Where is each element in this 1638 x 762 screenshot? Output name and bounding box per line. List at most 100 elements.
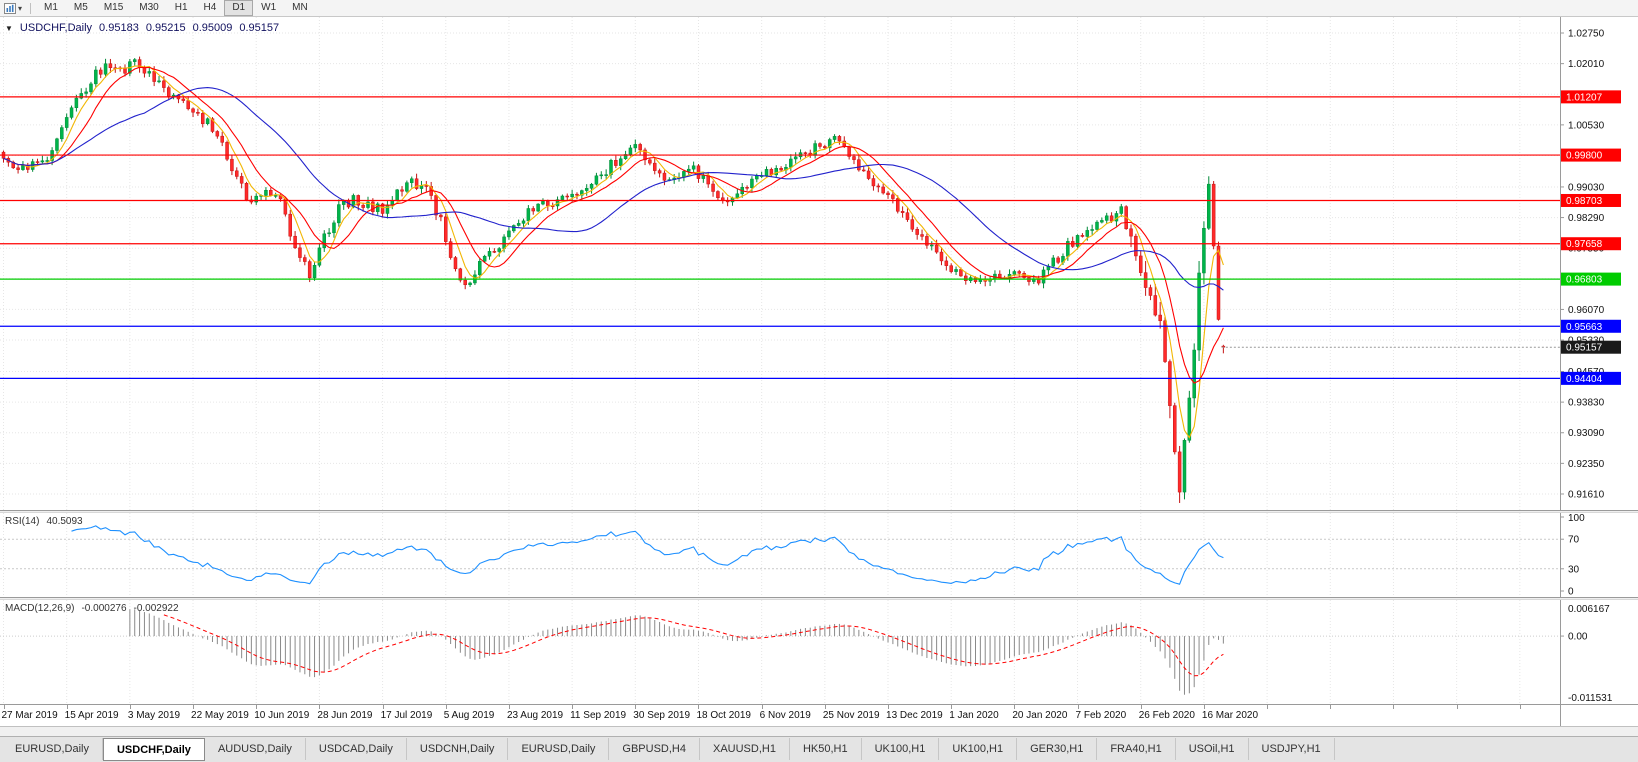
ohlc-open: 0.95183 — [99, 22, 139, 34]
rsi-line — [71, 525, 1224, 585]
rsi-axis-label: 100 — [1568, 513, 1585, 524]
x-axis-tick — [888, 705, 890, 709]
rsi-label: RSI(14) 40.5093 — [5, 516, 83, 527]
x-axis-tick — [66, 705, 68, 709]
chart-tab-usdjpy-h1[interactable]: USDJPY,H1 — [1248, 738, 1335, 760]
chart-tab-xauusd-h1[interactable]: XAUUSD,H1 — [699, 738, 790, 760]
x-axis-label: 11 Sep 2019 — [570, 710, 627, 721]
x-axis-tick — [761, 705, 763, 709]
chart-tab-uk100-h1[interactable]: UK100,H1 — [939, 738, 1018, 760]
x-axis-label: 15 Apr 2019 — [64, 710, 119, 721]
x-axis-label: 7 Feb 2020 — [1075, 710, 1127, 721]
price-badge — [1561, 148, 1621, 162]
price-badge — [1561, 272, 1621, 286]
x-axis-tick — [951, 705, 953, 709]
x-axis-tick — [1014, 705, 1016, 709]
price-badge — [1561, 319, 1621, 333]
timeframe-button-m1[interactable]: M1 — [44, 2, 58, 13]
x-axis-label: 28 Jun 2019 — [317, 710, 373, 721]
macd-panel: 0.006167 0.00 -0.011531 MACD(12,26,9) -0.0… — [0, 600, 1638, 704]
timeframe-button-h1[interactable]: H1 — [174, 2, 188, 13]
chart-tab-usdcnh-daily[interactable]: USDCNH,Daily — [406, 738, 509, 760]
price-badge-label: 0.99800 — [1566, 151, 1603, 162]
chart-tab-gbpusd-h4[interactable]: GBPUSD,H4 — [609, 738, 700, 760]
price-badge-label: 0.95663 — [1566, 322, 1603, 333]
chart-title: ▼ USDCHF,Daily 0.95183 0.95215 0.95009 0… — [5, 22, 279, 34]
chart-tab-audusd-daily[interactable]: AUDUSD,Daily — [204, 738, 306, 760]
timeframe-button-m15[interactable]: M15 — [103, 2, 124, 13]
ma-slow-line — [3, 87, 1224, 291]
chart-tab-usdcad-daily[interactable]: USDCAD,Daily — [305, 738, 407, 760]
price-badge — [1561, 237, 1621, 251]
chart-tab-usoil-h1[interactable]: USOil,H1 — [1175, 738, 1249, 760]
macd-label: MACD(12,26,9) -0.000276 -0.002922 — [5, 603, 179, 614]
chart-window-icon[interactable] — [4, 2, 16, 14]
chart-tab-fra40-h1[interactable]: FRA40,H1 — [1097, 738, 1176, 760]
y-axis-label: 1.02750 — [1568, 29, 1605, 40]
x-axis-tick — [445, 705, 447, 709]
x-axis-label: 23 Aug 2019 — [506, 710, 564, 721]
price-badge-label: 0.94404 — [1566, 374, 1603, 385]
macd-axis-label: -0.011531 — [1568, 693, 1613, 704]
chart-tab-hk50-h1[interactable]: HK50,H1 — [789, 738, 862, 760]
timeframe-button-h4[interactable]: H4 — [203, 2, 217, 13]
y-axis-label: 0.92350 — [1568, 459, 1605, 470]
timeframe-button-mn[interactable]: MN — [292, 2, 308, 13]
y-axis-label: 0.98290 — [1568, 213, 1605, 224]
ohlc-close: 0.95157 — [239, 22, 280, 34]
dropdown-caret-icon[interactable]: ▾ — [18, 3, 23, 13]
timeframe-button-m30[interactable]: M30 — [139, 2, 159, 13]
window-resize-strip — [0, 726, 1638, 736]
x-axis-tick — [193, 705, 195, 709]
x-axis-tick — [1203, 705, 1205, 709]
chart-tab-usdchf-daily[interactable]: USDCHF,Daily — [102, 738, 205, 761]
panel-divider[interactable] — [0, 597, 1638, 600]
rsi-canvas[interactable]: 100 70 30 0 — [0, 513, 1638, 597]
panel-divider[interactable] — [0, 510, 1638, 513]
chart-tab-ger30-h1[interactable]: GER30,H1 — [1017, 738, 1098, 760]
chart-tab-uk100-h1[interactable]: UK100,H1 — [861, 738, 940, 760]
x-axis-tick — [3, 705, 5, 709]
y-axis-label: 0.96070 — [1568, 305, 1605, 316]
price-badge — [1561, 371, 1621, 385]
main-chart-canvas[interactable]: 1.027501.020101.012701.005300.997900.990… — [0, 17, 1638, 510]
macd-axis-label: 0.00 — [1568, 632, 1588, 643]
x-axis-tick — [1393, 705, 1395, 709]
rsi-axis-label: 70 — [1568, 535, 1580, 546]
toolbar-separator — [30, 2, 32, 14]
chart-tab-eurusd-daily[interactable]: EURUSD,Daily — [2, 738, 103, 760]
x-axis-tick — [1140, 705, 1142, 709]
x-axis-tick — [1330, 705, 1332, 709]
macd-value-main: -0.000276 — [81, 603, 127, 614]
x-axis-label: 30 Sep 2019 — [633, 710, 691, 721]
x-axis-tick — [256, 705, 258, 709]
rsi-axis-label: 30 — [1568, 564, 1580, 575]
date-axis[interactable]: 27 Mar 2019 15 Apr 2019 3 May 2019 22 May 2… — [0, 704, 1638, 726]
macd-histogram — [129, 609, 1224, 695]
x-axis-label: 6 Nov 2019 — [759, 710, 811, 721]
y-axis-label: 0.93090 — [1568, 428, 1605, 439]
ohlc-low: 0.95009 — [192, 22, 233, 34]
x-axis-label: 26 Feb 2020 — [1138, 710, 1195, 721]
chart-context-icon[interactable]: ▼ — [5, 23, 13, 33]
x-axis-label: 5 Aug 2019 — [443, 710, 495, 721]
timeframe-button-d1[interactable]: D1 — [224, 0, 254, 16]
x-axis-tick — [1077, 705, 1079, 709]
chart-tab-eurusd-daily[interactable]: EURUSD,Daily — [508, 738, 610, 760]
price-badge-label: 0.96803 — [1566, 275, 1603, 286]
x-axis-label: 18 Oct 2019 — [696, 710, 751, 721]
x-axis-tick — [824, 705, 826, 709]
grid — [0, 17, 1560, 510]
x-axis-label: 13 Dec 2019 — [886, 710, 943, 721]
timeframe-button-m5[interactable]: M5 — [73, 2, 88, 13]
y-axis-label: 0.91610 — [1568, 489, 1605, 500]
chart-tab-bar: EURUSD,Daily USDCHF,Daily AUDUSD,Daily USDC… — [0, 736, 1638, 762]
macd-canvas[interactable]: 0.006167 0.00 -0.011531 — [0, 600, 1638, 704]
y-axis-label: 1.00530 — [1568, 120, 1605, 131]
macd-signal-line — [163, 614, 1224, 677]
rsi-value: 40.5093 — [46, 516, 83, 527]
x-axis-label: 10 Jun 2019 — [254, 710, 310, 721]
timeframe-button-w1[interactable]: W1 — [261, 2, 277, 13]
x-axis-label: 1 Jan 2020 — [949, 710, 999, 721]
price-badge — [1561, 90, 1621, 104]
